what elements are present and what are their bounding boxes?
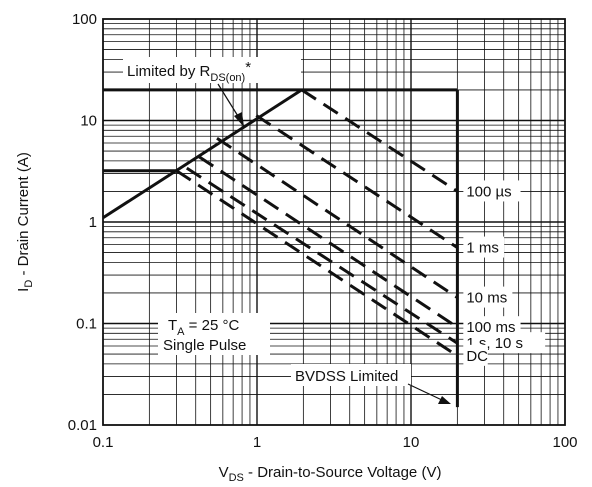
rds-label-bg — [123, 57, 301, 83]
series-label: 100 µs — [466, 183, 511, 200]
x-tick-label: 100 — [552, 434, 577, 451]
y-axis-rest: - Drain Current (A) — [15, 152, 32, 280]
rds-main: Limited by R — [127, 63, 211, 80]
bvdss-annotation: BVDSS Limited — [295, 368, 398, 385]
series-label: 100 ms — [466, 319, 515, 336]
series-line-5 — [175, 169, 459, 358]
ta-rest: = 25 °C — [185, 317, 240, 334]
y-axis-sub: D — [23, 280, 35, 288]
x-axis-rest: - Drain-to-Source Voltage (V) — [244, 464, 442, 481]
y-axis-main: I — [15, 288, 32, 292]
series-label-bg — [463, 236, 505, 258]
plot-frame — [102, 18, 566, 426]
series-label: 10 ms — [466, 290, 507, 307]
x-axis-sub: DS — [229, 472, 244, 484]
y-tick-label: 100 — [72, 11, 97, 28]
x-tick-label: 0.1 — [93, 434, 114, 451]
series-line-3 — [198, 155, 459, 329]
ta-main: T — [168, 317, 177, 334]
series-label-bg — [463, 286, 513, 308]
series-label: DC — [466, 348, 488, 365]
y-tick-labels: 0.01 0.1 1 10 100 — [68, 11, 97, 434]
x-axis-main: V — [219, 464, 229, 481]
rds-rest: * — [245, 59, 251, 76]
bvdss-label-bg — [291, 364, 411, 386]
x-tick-labels: 0.1 1 10 100 — [93, 434, 578, 451]
series-line-4 — [185, 166, 459, 345]
bvdss-arrow-line — [407, 383, 445, 402]
series-label-bg — [463, 316, 521, 338]
limit-boundaries — [102, 88, 459, 408]
ta-label-bg — [158, 313, 270, 355]
series-line-1 — [255, 114, 459, 249]
y-tick-label: 0.1 — [76, 316, 97, 333]
series-label-bg — [463, 180, 521, 202]
rds-arrow-head — [234, 112, 244, 127]
series-line-0 — [300, 88, 459, 193]
x-axis-label: VDS - Drain-to-Source Voltage (V) — [219, 464, 442, 484]
y-axis-label: ID - Drain Current (A) — [15, 152, 35, 292]
series-label-bg — [463, 344, 488, 366]
series-label: 1 ms — [466, 240, 499, 257]
single-pulse-annotation: Single Pulse — [163, 337, 246, 354]
y-tick-label: 1 — [89, 214, 97, 231]
ta-annotation: TA = 25 °C — [168, 317, 239, 338]
x-tick-label: 1 — [253, 434, 261, 451]
y-tick-label: 0.01 — [68, 417, 97, 434]
boundary-rds_on — [102, 88, 303, 220]
y-tick-label: 10 — [80, 113, 97, 130]
ta-sub: A — [177, 326, 185, 338]
series-line-2 — [216, 136, 459, 299]
rds-limit-annotation: Limited by RDS(on)* — [127, 59, 251, 84]
rds-sub: DS(on) — [210, 72, 245, 84]
bvdss-arrow-head — [438, 396, 451, 404]
x-tick-label: 10 — [403, 434, 420, 451]
